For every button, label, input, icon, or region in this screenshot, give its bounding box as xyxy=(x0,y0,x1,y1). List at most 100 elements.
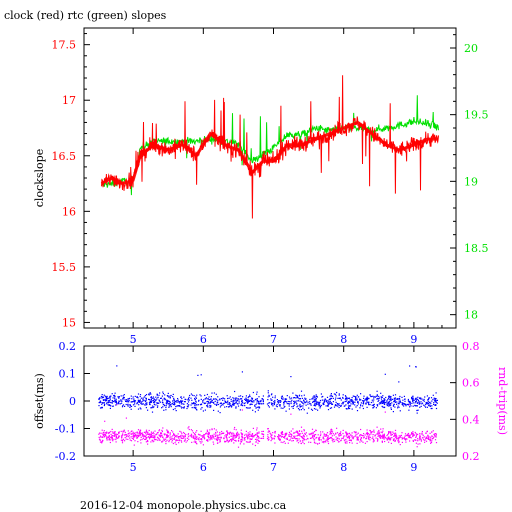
offset-point xyxy=(360,399,362,401)
rnd-trip-point xyxy=(285,432,287,434)
rnd-trip-point xyxy=(241,438,243,441)
bottom-series-group xyxy=(98,365,438,448)
offset-point xyxy=(297,405,299,407)
offset-point xyxy=(338,403,340,405)
rnd-trip-point xyxy=(221,432,224,434)
rnd-trip-point xyxy=(343,436,345,438)
offset-point xyxy=(170,406,172,408)
rnd-trip-point xyxy=(430,437,432,439)
offset-point xyxy=(245,407,248,409)
rnd-trip-point xyxy=(361,440,363,442)
offset-point xyxy=(241,399,243,402)
rnd-trip-point xyxy=(172,431,174,433)
rnd-trip-point xyxy=(118,431,120,433)
offset-point xyxy=(261,403,263,405)
offset-point xyxy=(156,394,158,396)
offset-point xyxy=(398,400,400,402)
offset-point xyxy=(127,398,129,400)
offset-point xyxy=(257,409,259,411)
offset-point xyxy=(284,398,286,400)
rnd-trip-point xyxy=(256,429,258,431)
offset-point xyxy=(355,396,357,398)
offset-point xyxy=(120,400,122,402)
offset-point xyxy=(431,405,433,407)
rnd-trip-point xyxy=(188,426,190,428)
offset-point xyxy=(313,408,316,410)
top-xtick-label: 7 xyxy=(270,333,277,346)
rnd-trip-point xyxy=(217,436,219,439)
offset-point xyxy=(288,396,291,398)
offset-point xyxy=(242,402,244,404)
offset-point xyxy=(351,399,353,401)
offset-point xyxy=(134,400,137,402)
offset-point xyxy=(150,396,152,399)
offset-point xyxy=(103,394,105,396)
offset-point xyxy=(114,392,116,394)
rnd-trip-point xyxy=(148,429,150,432)
rnd-trip-point xyxy=(380,428,382,430)
offset-point xyxy=(435,398,437,400)
offset-point xyxy=(411,402,413,404)
offset-point xyxy=(181,401,183,403)
offset-point xyxy=(111,402,113,404)
offset-point xyxy=(352,403,354,405)
rnd-trip-point xyxy=(122,430,124,432)
offset-point xyxy=(378,395,380,398)
rnd-trip-point xyxy=(161,436,164,438)
rnd-trip-point xyxy=(149,435,151,437)
offset-point xyxy=(195,401,197,403)
rnd-trip-point xyxy=(313,434,315,437)
rnd-trip-point xyxy=(171,430,173,432)
rnd-trip-point xyxy=(251,436,253,438)
offset-point xyxy=(392,405,395,407)
rnd-trip-point xyxy=(254,438,257,440)
rnd-trip-point xyxy=(427,434,429,436)
offset-point xyxy=(188,399,190,401)
rnd-trip-point xyxy=(350,440,352,442)
offset-point xyxy=(243,403,245,405)
rnd-trip-point xyxy=(372,436,374,438)
offset-point xyxy=(274,408,276,410)
rnd-trip-point xyxy=(290,436,292,438)
rnd-trip-point xyxy=(140,442,142,444)
rnd-trip-point xyxy=(324,435,326,437)
rnd-trip-point xyxy=(145,435,147,437)
rnd-trip-point xyxy=(378,431,380,433)
offset-point xyxy=(295,401,297,403)
rnd-trip-point xyxy=(293,435,295,437)
offset-point xyxy=(150,407,152,409)
rnd-trip-point xyxy=(111,437,113,439)
rnd-trip-point xyxy=(103,433,105,435)
rnd-trip-point xyxy=(231,433,233,435)
rnd-trip-point xyxy=(390,433,392,435)
offset-point xyxy=(137,399,139,401)
rnd-trip-point xyxy=(299,433,301,435)
rnd-trip-point xyxy=(183,437,185,439)
offset-point xyxy=(194,403,197,405)
rnd-trip-point xyxy=(223,438,225,440)
offset-point xyxy=(99,407,102,409)
offset-point xyxy=(150,401,152,403)
offset-point xyxy=(158,394,160,396)
rnd-trip-point xyxy=(420,439,422,441)
rnd-trip-point xyxy=(174,434,176,436)
offset-point xyxy=(425,401,427,404)
rnd-trip-point xyxy=(290,433,293,435)
rnd-trip-point xyxy=(330,431,332,433)
rnd-trip-point xyxy=(296,440,298,442)
rnd-trip-point xyxy=(434,435,436,437)
rnd-trip-point xyxy=(143,436,145,438)
offset-point xyxy=(100,395,102,398)
offset-point xyxy=(163,409,165,411)
rnd-trip-point xyxy=(374,435,376,437)
offset-point xyxy=(101,406,103,409)
offset-point xyxy=(384,406,386,408)
offset-point xyxy=(314,395,316,397)
offset-point xyxy=(290,376,292,378)
offset-point xyxy=(418,401,420,403)
offset-point xyxy=(390,408,392,410)
rnd-trip-point xyxy=(130,433,132,435)
offset-point xyxy=(433,403,435,405)
rnd-trip-point xyxy=(296,438,298,440)
